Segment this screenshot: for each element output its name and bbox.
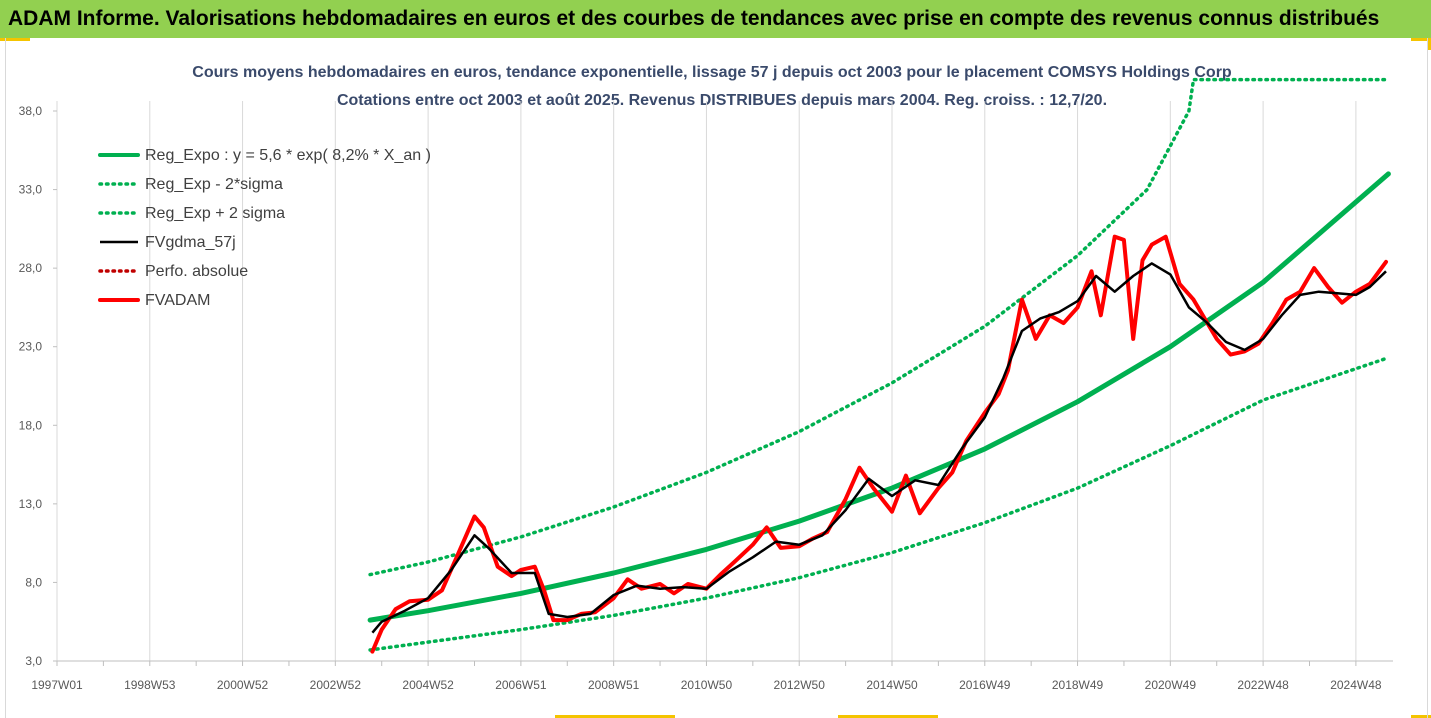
x-tick-label: 2014W50 xyxy=(866,678,918,692)
x-tick-label: 2004W52 xyxy=(402,678,454,692)
x-tick-label: 2012W50 xyxy=(774,678,826,692)
y-tick-label: 13,0 xyxy=(19,497,43,511)
corner-accent-top-left xyxy=(0,38,30,41)
y-tick-label: 18,0 xyxy=(19,418,43,432)
x-tick-label: 1997W01 xyxy=(31,678,83,692)
legend-label-5: FVADAM xyxy=(145,292,210,309)
corner-accent-bottom-right xyxy=(838,715,938,718)
y-tick-label: 28,0 xyxy=(19,261,43,275)
x-tick-label: 2002W52 xyxy=(310,678,362,692)
x-tick-label: 2024W48 xyxy=(1330,678,1382,692)
x-tick-label: 2022W48 xyxy=(1237,678,1289,692)
series-layer xyxy=(367,77,1391,654)
series-line-1 xyxy=(368,355,1391,652)
legend-layer: Reg_Expo : y = 5,6 * exp( 8,2% * X_an ) R… xyxy=(98,147,431,309)
chart-subtitle: Cotations entre oct 2003 et août 2025. R… xyxy=(337,92,1107,109)
x-tick-label: 2016W49 xyxy=(959,678,1011,692)
corner-accent-right xyxy=(1427,38,1431,50)
series-line-5 xyxy=(370,234,1388,654)
x-tick-label: 2018W49 xyxy=(1052,678,1104,692)
x-tick-label: 2008W51 xyxy=(588,678,640,692)
grid-layer xyxy=(56,101,1357,661)
x-tick-label: 2010W50 xyxy=(681,678,733,692)
y-tick-label: 8,0 xyxy=(25,575,42,589)
x-tick-label: 2000W52 xyxy=(217,678,269,692)
x-tick-label: 1998W53 xyxy=(124,678,176,692)
y-tick-label: 33,0 xyxy=(19,183,43,197)
corner-accent-bottom-right-edge xyxy=(1411,715,1431,718)
y-tick-label: 3,0 xyxy=(25,654,42,668)
legend-label-3: FVgdma_57j xyxy=(145,234,236,251)
series-line-2 xyxy=(368,77,1391,577)
y-tick-label: 23,0 xyxy=(19,340,43,354)
legend-label-0: Reg_Expo : y = 5,6 * exp( 8,2% * X_an ) xyxy=(145,147,431,164)
y-tick-label: 38,0 xyxy=(19,104,43,118)
corner-accent-top-right xyxy=(1411,38,1431,41)
corner-accent-bottom-left xyxy=(555,715,675,718)
series-line-0 xyxy=(367,171,1391,623)
legend-label-1: Reg_Exp - 2*sigma xyxy=(145,176,283,193)
x-tick-label: 2020W49 xyxy=(1145,678,1197,692)
series-line-3 xyxy=(371,262,1387,634)
legend-label-4: Perfo. absolue xyxy=(145,263,248,280)
chart-title: Cours moyens hebdomadaires en euros, ten… xyxy=(192,64,1232,81)
banner-title: ADAM Informe. Valorisations hebdomadaire… xyxy=(0,0,1431,38)
x-tick-label: 2006W51 xyxy=(495,678,547,692)
chart-frame xyxy=(5,38,1428,718)
axis-layer: 1997W01 1998W53 2000W52 2002W52 2004W52 2006W… xyxy=(19,104,1393,692)
legend-label-2: Reg_Exp + 2 sigma xyxy=(145,205,285,222)
